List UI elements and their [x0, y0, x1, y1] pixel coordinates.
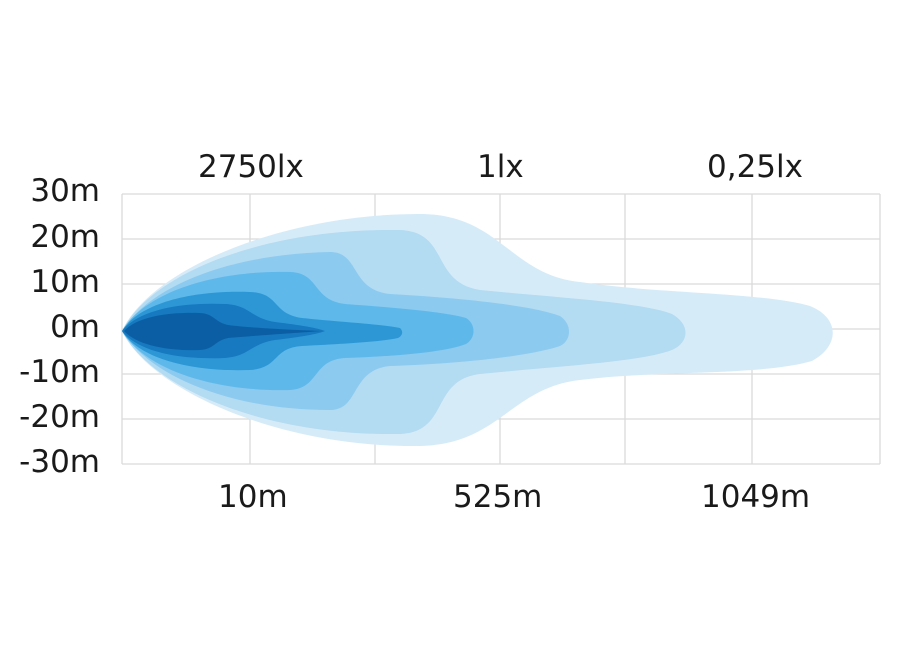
distance-label-mid: 525m	[453, 479, 543, 515]
y-axis-label: 20m	[30, 219, 100, 255]
y-axis-label: -30m	[19, 444, 100, 480]
y-axis-label: -10m	[19, 354, 100, 390]
lux-label-far: 0,25lx	[707, 149, 803, 185]
y-axis-label: 0m	[50, 309, 100, 345]
distance-label-near: 10m	[218, 479, 288, 515]
beam-zone-7	[124, 312, 322, 351]
y-axis-label: -20m	[19, 399, 100, 435]
y-axis-label: 10m	[30, 264, 100, 300]
lux-label-near: 2750lx	[198, 149, 304, 185]
y-axis-label: 30m	[30, 173, 100, 209]
lux-label-mid: 1lx	[477, 149, 524, 185]
distance-label-far: 1049m	[701, 479, 811, 515]
